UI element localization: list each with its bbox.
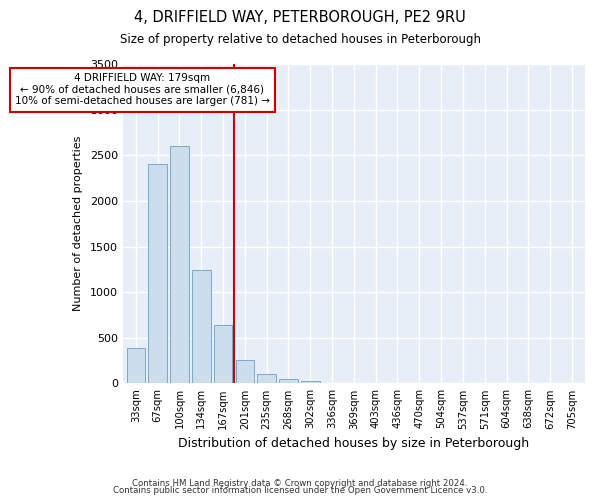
Bar (257, 374, 276, 384)
Bar (279, 379, 298, 384)
Bar (214, 325, 232, 384)
X-axis label: Distribution of detached houses by size in Peterborough: Distribution of detached houses by size … (178, 437, 529, 450)
Bar (192, 270, 211, 384)
Bar (127, 348, 145, 384)
Bar (148, 164, 167, 384)
Text: Contains HM Land Registry data © Crown copyright and database right 2024.: Contains HM Land Registry data © Crown c… (132, 478, 468, 488)
Y-axis label: Number of detached properties: Number of detached properties (73, 136, 83, 312)
Text: 4 DRIFFIELD WAY: 179sqm
← 90% of detached houses are smaller (6,846)
10% of semi: 4 DRIFFIELD WAY: 179sqm ← 90% of detache… (15, 73, 270, 106)
Bar (301, 380, 320, 384)
Text: 4, DRIFFIELD WAY, PETERBOROUGH, PE2 9RU: 4, DRIFFIELD WAY, PETERBOROUGH, PE2 9RU (134, 10, 466, 25)
Bar (170, 146, 189, 384)
Bar (236, 360, 254, 384)
Text: Size of property relative to detached houses in Peterborough: Size of property relative to detached ho… (119, 32, 481, 46)
Text: Contains public sector information licensed under the Open Government Licence v3: Contains public sector information licen… (113, 486, 487, 495)
